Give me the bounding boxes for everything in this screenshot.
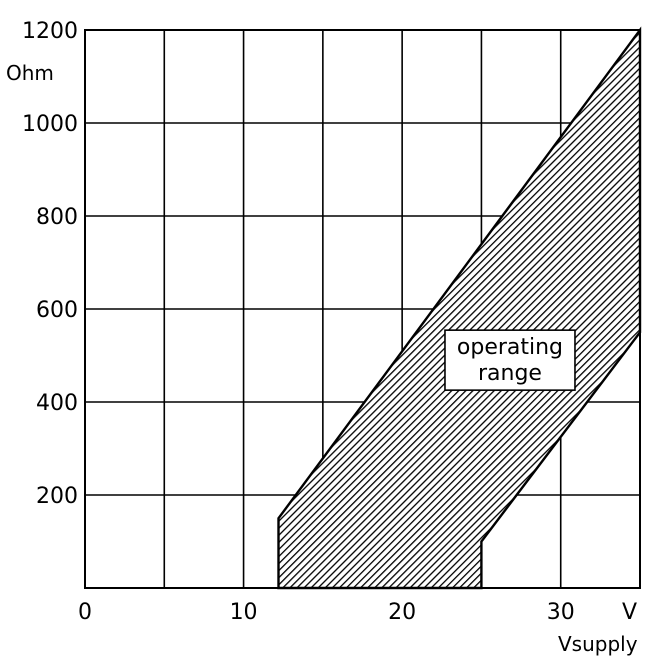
x-tick-label: 30 <box>547 600 575 625</box>
x-axis-title: Vsupply <box>558 632 638 656</box>
y-tick-label: 1200 <box>22 19 78 44</box>
y-tick-label: 400 <box>36 391 78 416</box>
y-tick-labels: 200 400 600 800 1000 1200 <box>22 19 78 509</box>
annotation-text: operating <box>457 335 563 360</box>
annotation-box <box>444 329 576 391</box>
x-tick-labels: 0 10 20 30 <box>78 600 575 625</box>
x-tick-label: 20 <box>388 600 416 625</box>
x-tick-label: 10 <box>230 600 258 625</box>
y-tick-label: 800 <box>36 205 78 230</box>
y-unit-label: Ohm <box>6 61 54 85</box>
y-tick-label: 600 <box>36 298 78 323</box>
plot-border <box>84 29 641 589</box>
annotation-text: range <box>478 361 542 386</box>
x-tick-label: 0 <box>78 600 92 625</box>
x-unit-label: V <box>622 600 637 625</box>
y-tick-label: 200 <box>36 484 78 509</box>
plot-frame <box>84 29 641 589</box>
y-tick-label: 1000 <box>22 112 78 137</box>
